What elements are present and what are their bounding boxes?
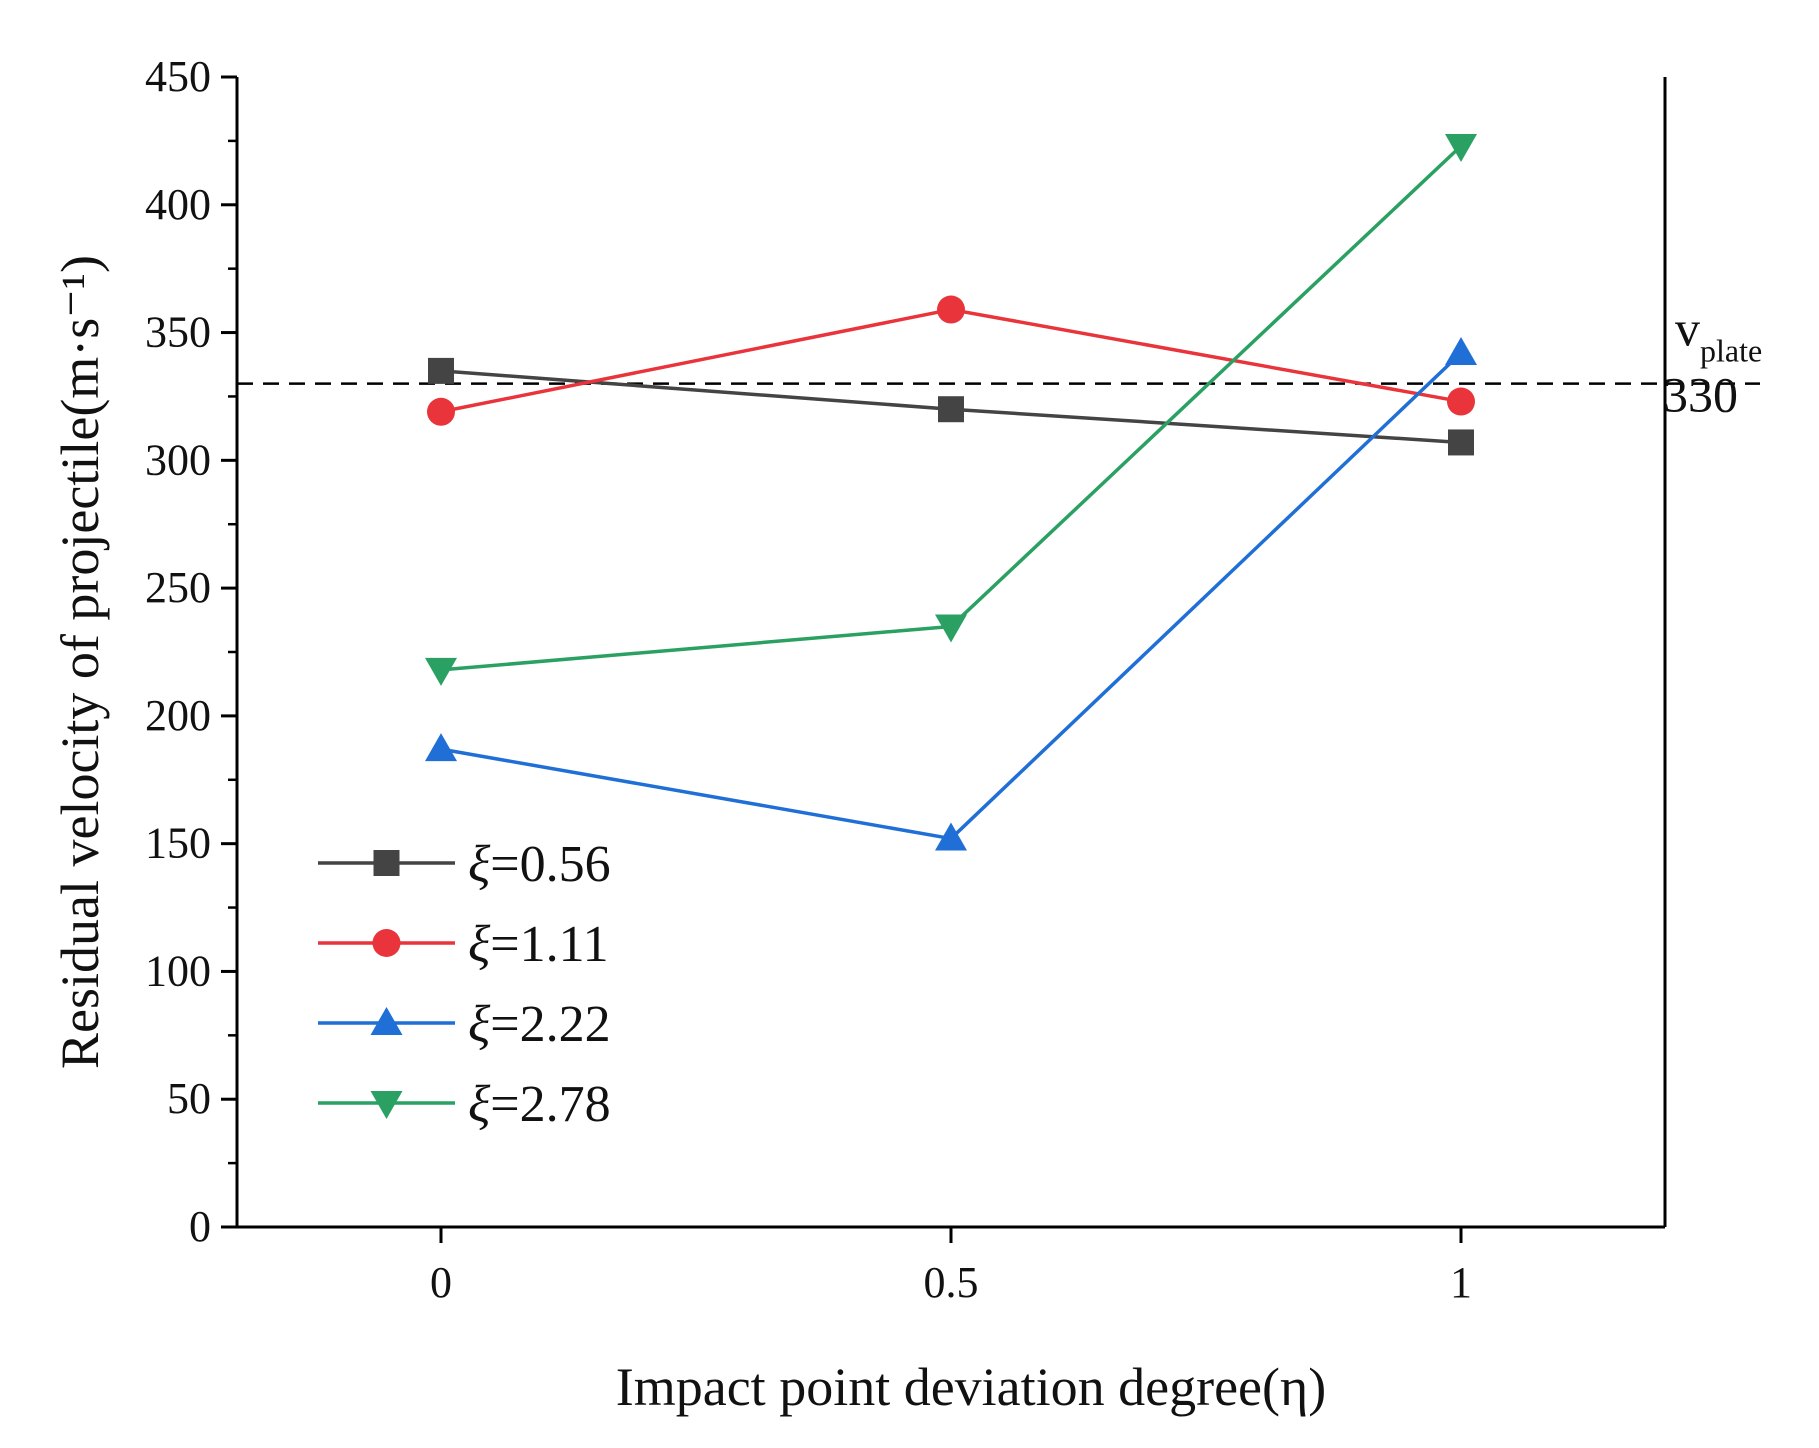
legend-symbol: ξ: [468, 1076, 491, 1133]
y-tick-label: 300: [145, 435, 211, 484]
legend-value: =1.11: [490, 916, 608, 973]
reference-label-main: v: [1675, 301, 1700, 357]
series-3: [425, 134, 1477, 686]
data-point: [425, 733, 457, 762]
y-tick-label: 400: [145, 180, 211, 229]
y-axis-title: Residual velocity of projectile(m·s⁻¹): [50, 255, 110, 1069]
legend-value: =2.22: [490, 996, 610, 1053]
series-2: [425, 337, 1477, 851]
data-point: [428, 357, 454, 384]
data-point: [1445, 337, 1477, 365]
x-axis-title: Impact point deviation degree(η): [616, 1357, 1326, 1417]
legend-marker: [373, 850, 400, 876]
legend-marker: [370, 1007, 403, 1035]
legend-marker: [372, 929, 401, 957]
y-tick-label: 450: [145, 52, 211, 101]
series-1: [427, 295, 1475, 426]
series-0: [428, 357, 1474, 456]
y-tick-label: 50: [167, 1074, 211, 1123]
reference-value-label: 330: [1663, 367, 1738, 423]
data-point: [937, 295, 965, 324]
y-tick-label: 200: [145, 691, 211, 740]
legend-label: ξ=2.78: [468, 1076, 611, 1133]
data-point: [935, 614, 967, 643]
legend: ξ=0.56ξ=1.11ξ=2.22ξ=2.78: [318, 836, 611, 1133]
reference-label-sub: plate: [1700, 333, 1762, 369]
legend-value: =2.78: [490, 1076, 610, 1133]
y-tick-label: 250: [145, 563, 211, 612]
legend-symbol: ξ: [468, 836, 491, 893]
x-tick-label: 0.5: [924, 1258, 979, 1307]
y-tick-label: 150: [145, 819, 211, 868]
data-point: [1448, 429, 1474, 456]
legend-marker: [370, 1091, 403, 1119]
data-point: [938, 396, 964, 423]
series-line: [440, 351, 1463, 841]
y-tick-label: 100: [145, 946, 211, 995]
legend-symbol: ξ: [468, 996, 491, 1053]
legend-label: ξ=0.56: [468, 836, 611, 893]
data-point: [935, 822, 967, 851]
legend-label: ξ=1.11: [468, 916, 609, 973]
y-tick-label: 350: [145, 308, 211, 357]
x-tick-label: 0: [430, 1258, 452, 1307]
axes: 0 50 100 150 200 250 300 350 400 450 0 0.5 1 Impact p…: [50, 52, 1667, 1417]
legend-symbol: ξ: [468, 916, 491, 973]
legend-label: ξ=2.22: [468, 996, 611, 1053]
y-tick-label: 0: [189, 1202, 211, 1251]
data-point: [1447, 387, 1475, 416]
reference-label: vplate: [1675, 301, 1762, 369]
data-point: [1445, 134, 1477, 162]
data-point: [427, 397, 455, 426]
legend-value: =0.56: [490, 836, 610, 893]
x-tick-label: 1: [1450, 1258, 1472, 1307]
data-point: [425, 657, 457, 686]
